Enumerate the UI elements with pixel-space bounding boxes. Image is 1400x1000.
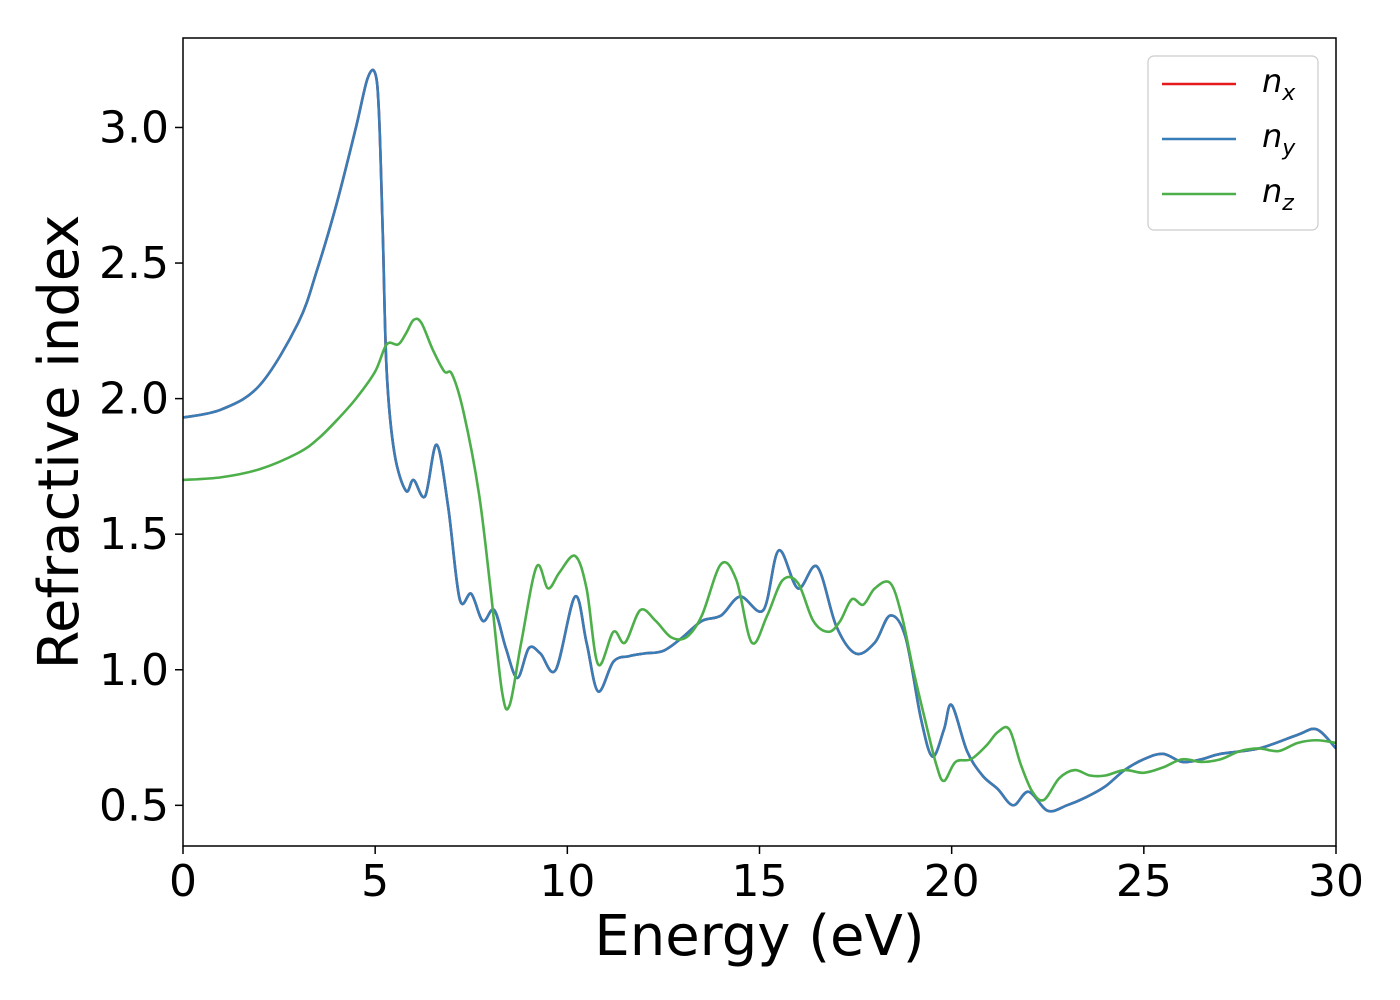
legend-label-n-x: nx (1262, 62, 1296, 106)
y-tick-label: 1.5 (99, 509, 169, 560)
x-tick-label: 30 (1308, 856, 1364, 907)
x-tick-label: 0 (169, 856, 197, 907)
x-axis-ticks: 0 5 10 15 20 25 30 (169, 846, 1364, 907)
y-tick-label: 0.5 (99, 780, 169, 831)
legend-box (1147, 55, 1319, 231)
x-tick-label: 15 (732, 856, 788, 907)
x-tick-label: 5 (361, 856, 389, 907)
legend: nx ny nz (1147, 55, 1319, 231)
series-line-n-z (183, 317, 1336, 802)
y-axis-ticks: 0.5 1.0 1.5 2.0 2.5 3.0 (99, 102, 183, 831)
x-tick-label: 25 (1116, 856, 1172, 907)
y-tick-label: 2.5 (99, 238, 169, 289)
y-tick-label: 2.0 (99, 374, 169, 425)
series-layer (183, 68, 1336, 813)
y-tick-label: 1.0 (99, 645, 169, 696)
plot-background (183, 38, 1336, 846)
legend-label-n-z: nz (1262, 172, 1294, 216)
x-axis-label: Energy (eV) (594, 904, 924, 969)
x-tick-label: 20 (924, 856, 980, 907)
y-tick-label: 3.0 (99, 102, 169, 153)
x-tick-label: 10 (539, 856, 595, 907)
y-axis-label: Refractive index (27, 215, 92, 670)
legend-label-n-y: ny (1262, 117, 1296, 161)
